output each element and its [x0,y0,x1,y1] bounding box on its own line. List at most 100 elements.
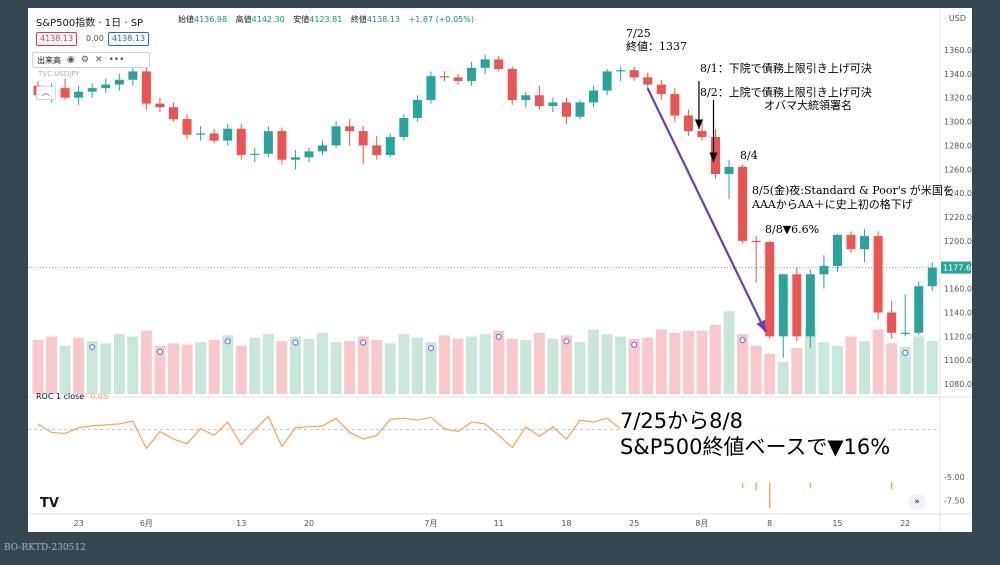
volume-indicator-header[interactable]: 出来高 ◉ ⚙ ✕ ••• [32,52,150,68]
candle-body [277,131,287,160]
summary-line2: S&P500終値ベースで▼16% [620,435,891,460]
candle-body [440,76,449,78]
annotation-8-2-line1: 8/2：上院で債務上限引き上げ可決 [700,86,872,99]
candle-body [250,153,260,155]
time-tick-label: 6月 [140,519,153,528]
candle-body [87,88,97,92]
candle-body [724,166,734,175]
volume-bar [46,336,58,394]
volume-bar [425,342,437,394]
buy-price-button[interactable]: 4138.13 [108,32,150,46]
price-tick-label: 1240.00 [944,189,972,198]
candle-body [223,128,233,141]
volume-bar [574,342,586,394]
chevron-up-icon: ︿ [42,88,50,97]
volume-bar [506,338,518,394]
candle-body [778,274,788,337]
close-icon[interactable]: ✕ [94,55,103,65]
volume-bar [357,336,369,394]
candle-body [345,126,355,132]
roc-tick-label: -5.00 [944,473,965,482]
time-tick-label: 11 [494,519,504,528]
volume-bar [818,342,830,394]
chart-window: 1080.00 1100.00 1120.00 1140.00 1160.00 11 8 0.… [28,8,972,532]
annotation-7-25-close: 終値：1337 [626,39,687,53]
candle-body [480,59,490,68]
volume-label: 出来高 [37,55,61,65]
more-icon[interactable]: ••• [108,55,125,65]
price-tick-label: 1100.00 [944,356,972,365]
volume-bar [479,334,491,394]
watermark: BO-RKTD-230512 [4,543,86,553]
candle-body [263,131,273,154]
candle-body [656,84,666,95]
currency-label[interactable]: USD [948,14,966,23]
settings-icon[interactable]: ⚙ [80,55,89,65]
symbol-title[interactable]: S&P500指数 · 1日 · SP [36,18,144,29]
volume-bar [845,336,857,394]
volume-bar [73,337,85,394]
last-price-tag [941,261,971,274]
time-tick-label: 22 [900,519,910,528]
volume-bar [222,335,234,394]
volume-bar [140,330,152,394]
volume-bar [154,345,166,394]
annotation-8-5-line1: 8/5(金)夜:Standard & Poor's が米国を [752,184,954,197]
price-tick-label: 1260.00 [944,165,972,174]
candle-body [738,166,748,241]
volume-bar [32,339,44,394]
ohlc-readout: 始値4136.98 高値4142.30 安値4123.81 終値4138.13 … [178,14,474,25]
candle-body [182,119,192,135]
high-label: 高値 [235,15,252,24]
volume-bar [588,329,600,394]
annotation-8-5: 8/5(金)夜:Standard & Poor's が米国を AAAからAA＋に… [752,184,954,213]
volume-bar [872,329,884,394]
time-tick-label: 7月 [424,519,437,528]
sell-price-button[interactable]: 4138.13 [36,32,78,46]
candle-body [914,286,924,333]
volume-bar [466,336,478,394]
dividend-marker [224,338,231,345]
volume-bar [59,345,71,394]
candle-body [318,145,328,152]
tradingview-logo[interactable]: TV [40,496,59,511]
dividend-marker [89,344,96,351]
time-tick-label: 13 [236,519,246,528]
annotation-8-2-line2: オバマ大統領署名 [764,98,852,112]
chart-canvas[interactable]: 1080.00 1100.00 1120.00 1140.00 1160.00 11 8 0.… [28,8,972,532]
volume-bar [655,329,667,394]
decline-arrow [646,88,767,333]
annotation-7-25: 7/25 終値：1337 [626,27,687,53]
change-value: +1.87 (+0.05%) [408,15,474,24]
volume-bar [926,341,938,394]
volume-bar [601,334,613,394]
eye-icon[interactable]: ◉ [67,55,75,65]
roc-indicator-header[interactable]: ROC 1 close 0.05 [36,392,108,401]
price-tick-label: 1120.00 [944,332,972,341]
candle-body [141,71,151,104]
dividend-marker [292,339,299,346]
candle-body [751,240,761,243]
collapse-button[interactable]: ︿ [36,86,56,100]
volume-bar [750,345,762,394]
volume-bar [615,336,627,394]
volume-bar [384,343,396,394]
candle-body [60,88,70,98]
candle-body [331,126,341,146]
candle-body [128,71,138,80]
volume-bar [913,336,925,394]
volume-bar [737,334,749,394]
price-tick-label: 1200.00 [944,237,972,246]
candle-body [670,94,680,116]
summary-line1: 7/25から8/8 [620,409,743,433]
volume-bar [452,338,464,394]
arrow-8-2-head [709,152,718,163]
volume-bar [168,343,179,394]
volume-bar [289,336,301,394]
volume-bar [791,348,803,394]
scroll-to-latest-button[interactable]: » [908,494,926,510]
close-label: 終値 [350,15,367,24]
candle-body [101,84,111,89]
double-chevron-right-icon: » [914,497,920,507]
candle-body [765,242,775,337]
